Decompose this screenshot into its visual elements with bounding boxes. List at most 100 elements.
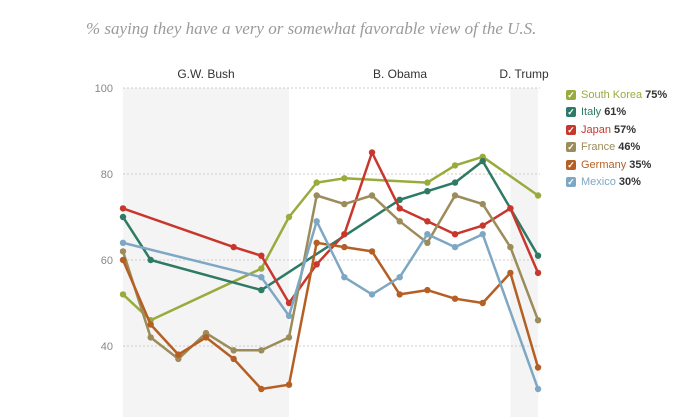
data-point (230, 243, 237, 251)
data-point (313, 218, 320, 225)
data-point (396, 205, 403, 212)
data-point (341, 243, 348, 251)
checkbox-icon[interactable]: ✓ (566, 159, 576, 170)
period-shade (123, 88, 290, 417)
data-point (313, 192, 320, 199)
legend-item[interactable]: ✓ Japan 57% (566, 121, 667, 139)
data-point (451, 295, 459, 302)
data-point (341, 274, 348, 281)
data-point (479, 157, 486, 165)
data-point (479, 299, 486, 307)
series-line-germany (121, 241, 540, 391)
data-point (424, 188, 431, 195)
data-point (341, 200, 348, 208)
data-point (202, 334, 210, 341)
data-point (313, 239, 320, 246)
legend-label: South Korea (581, 88, 643, 101)
legend-label: Mexico (581, 176, 616, 189)
data-point (451, 231, 459, 238)
data-point (424, 179, 431, 186)
data-point (119, 213, 127, 221)
data-point (534, 269, 542, 277)
data-point (396, 196, 403, 203)
data-point (119, 291, 127, 298)
legend-value: 46% (618, 141, 641, 154)
data-point (258, 265, 265, 272)
checkbox-icon[interactable]: ✓ (566, 89, 576, 100)
data-point (313, 261, 320, 268)
data-point (507, 243, 514, 251)
data-point (147, 256, 154, 264)
data-point (258, 347, 265, 354)
data-point (534, 364, 542, 371)
legend-item[interactable]: ✓ Mexico 30% (566, 174, 667, 192)
chart-title: % saying they have a very or somewhat fa… (86, 19, 537, 38)
data-point (479, 200, 486, 208)
data-point (396, 218, 403, 225)
data-point (147, 334, 154, 341)
data-point (396, 274, 403, 281)
legend-item[interactable]: ✓ France 46% (566, 139, 667, 157)
data-point (230, 355, 237, 363)
series-line-south-korea (122, 155, 539, 322)
data-point (258, 252, 265, 259)
data-point (479, 222, 486, 229)
data-point (258, 274, 265, 281)
legend-value: 57% (613, 123, 637, 136)
period-label-bush: G.W. Bush (177, 67, 235, 81)
checkbox-icon[interactable]: ✓ (566, 177, 576, 188)
legend-value: 30% (618, 176, 641, 189)
legend-label: Italy (581, 106, 602, 119)
data-point (119, 239, 127, 246)
data-point (368, 248, 376, 255)
legend-value: 35% (629, 158, 652, 171)
data-point (534, 192, 542, 199)
legend-item[interactable]: ✓ South Korea 75% (566, 86, 667, 104)
data-point (119, 256, 127, 264)
legend: ✓ South Korea 75% ✓ Italy 61% ✓ Japan 57% ✓ France… (566, 86, 667, 191)
data-point (313, 179, 320, 186)
data-point (147, 321, 154, 328)
data-point (368, 291, 376, 298)
data-point (451, 179, 459, 186)
y-tick-label: 100 (95, 83, 113, 95)
checkbox-icon[interactable]: ✓ (566, 142, 576, 153)
data-point (230, 347, 237, 354)
data-point (285, 299, 293, 307)
data-point (479, 231, 486, 238)
checkbox-icon[interactable]: ✓ (566, 124, 576, 135)
period-label-trump: D. Trump (499, 67, 549, 81)
data-point (285, 381, 293, 388)
data-point (341, 231, 348, 238)
y-tick-label: 60 (101, 255, 113, 267)
data-point (341, 175, 348, 182)
data-point (396, 291, 403, 298)
data-point (534, 385, 542, 393)
legend-value: 75% (645, 88, 668, 101)
legend-label: France (581, 141, 616, 154)
data-point (258, 385, 265, 393)
data-point (507, 269, 514, 277)
data-point (451, 243, 459, 251)
legend-item[interactable]: ✓ Germany 35% (566, 156, 667, 174)
checkbox-icon[interactable]: ✓ (566, 107, 576, 118)
data-point (534, 317, 542, 324)
y-tick-label: 40 (101, 341, 113, 353)
legend-item[interactable]: ✓ Italy 61% (566, 104, 667, 122)
data-point (258, 286, 265, 294)
data-point (368, 192, 376, 199)
data-point (424, 239, 431, 246)
data-point (534, 252, 542, 259)
y-tick-label: 80 (101, 169, 113, 181)
data-point (119, 248, 127, 255)
data-point (285, 334, 293, 341)
data-point (424, 218, 431, 225)
legend-label: Germany (581, 158, 627, 171)
data-point (119, 205, 127, 212)
legend-label: Japan (581, 123, 611, 136)
legend-value: 61% (604, 106, 627, 119)
data-point (285, 312, 293, 320)
data-point (451, 192, 459, 199)
